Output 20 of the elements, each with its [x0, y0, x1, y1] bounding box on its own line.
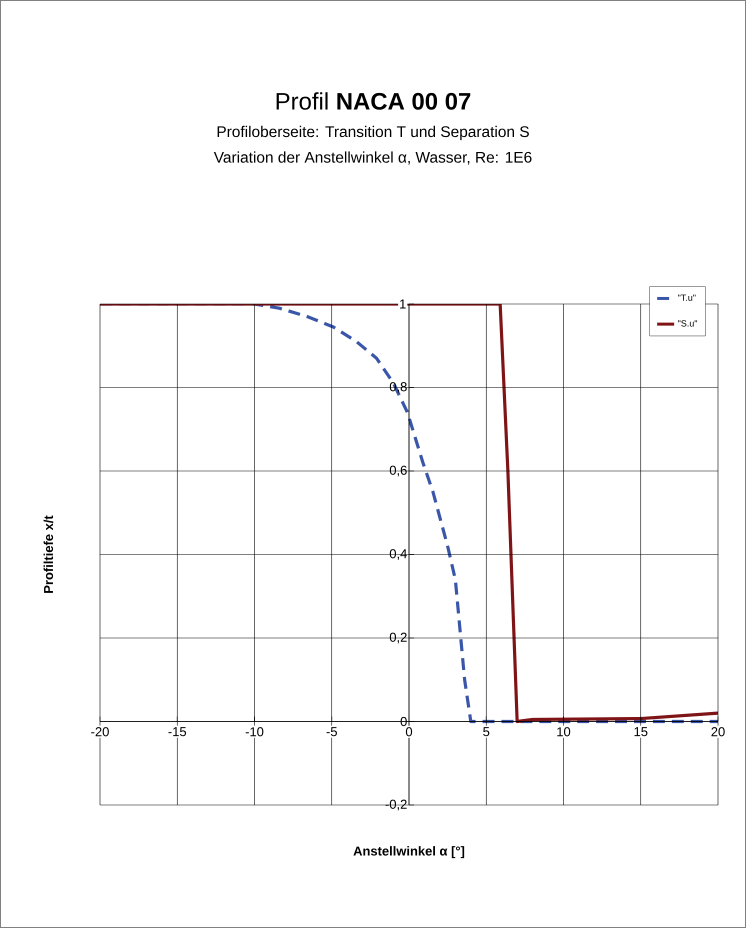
y-tick-label: -0,2 [386, 800, 407, 810]
chart-title: Profil NACA 00 07 [276, 92, 470, 110]
y-tick-label: 0,6 [390, 466, 407, 476]
legend-label: "T.u" [678, 294, 696, 301]
x-tick-label: 20 [711, 727, 725, 736]
x-tick-label: -10 [246, 727, 264, 736]
x-tick-label: 15 [634, 727, 648, 736]
y-tick-label: 0,2 [390, 632, 407, 644]
x-tick-label: -5 [326, 727, 337, 736]
x-tick-label: 10 [557, 727, 570, 736]
y-tick-label: 0,4 [390, 549, 407, 560]
x-tick-label: 5 [483, 727, 490, 736]
y-axis-title: Profiltiefe x/t [44, 515, 54, 593]
y-tick-label: 1 [400, 300, 406, 308]
x-tick-label: -20 [91, 727, 109, 736]
chart-subtitle: Profiloberseite: Transition T und Separation S [218, 126, 529, 140]
legend-label: "S.u" [678, 320, 698, 327]
x-axis-title: Anstellwinkel α [°] [353, 846, 464, 858]
text: Variation der Anstellwinkel α, Wasser, Re: 1E6 [214, 151, 532, 165]
x-tick-label: -15 [168, 727, 186, 736]
